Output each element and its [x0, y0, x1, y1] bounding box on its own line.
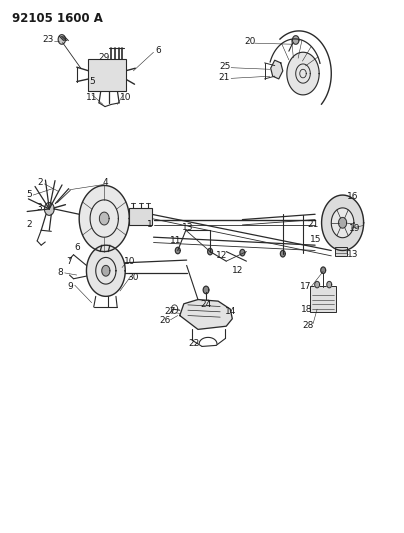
Text: 5: 5	[89, 77, 95, 85]
Text: 23: 23	[42, 35, 53, 44]
Text: 17: 17	[300, 282, 311, 291]
Text: 6: 6	[156, 46, 161, 55]
Text: 30: 30	[128, 273, 139, 281]
Text: 19: 19	[349, 224, 360, 232]
Polygon shape	[86, 245, 125, 296]
Text: 16: 16	[347, 192, 358, 200]
Bar	[335, 247, 347, 256]
Text: 22: 22	[188, 340, 200, 348]
Text: 26: 26	[159, 317, 170, 325]
Text: 25: 25	[220, 62, 231, 71]
Text: 21: 21	[307, 221, 319, 229]
Text: 12: 12	[232, 266, 243, 275]
Text: 2: 2	[26, 221, 32, 229]
Polygon shape	[180, 300, 232, 329]
Polygon shape	[292, 36, 299, 44]
Text: 14: 14	[225, 308, 237, 316]
Polygon shape	[321, 267, 326, 273]
Text: 27: 27	[165, 308, 176, 316]
Text: 2: 2	[38, 178, 43, 187]
Polygon shape	[44, 203, 54, 215]
Text: 4: 4	[103, 178, 109, 187]
Text: 3: 3	[36, 204, 42, 212]
FancyBboxPatch shape	[310, 286, 336, 312]
Text: 5: 5	[26, 190, 32, 198]
Polygon shape	[79, 185, 129, 252]
Text: 92105 1600 A: 92105 1600 A	[12, 12, 103, 25]
FancyBboxPatch shape	[88, 59, 126, 91]
Text: 10: 10	[120, 93, 132, 101]
Polygon shape	[287, 52, 319, 95]
Text: 20: 20	[244, 37, 255, 46]
Text: 11: 11	[86, 93, 98, 101]
Text: 15: 15	[310, 236, 322, 244]
Text: 6: 6	[75, 244, 80, 252]
Text: 1: 1	[147, 221, 152, 229]
Text: 28: 28	[302, 321, 314, 329]
Text: 11: 11	[170, 237, 181, 245]
Polygon shape	[271, 60, 283, 79]
Text: 9: 9	[68, 282, 74, 291]
Text: 8: 8	[57, 269, 63, 277]
Text: 29: 29	[99, 53, 110, 61]
Text: 13: 13	[347, 251, 358, 259]
Polygon shape	[322, 195, 364, 251]
Polygon shape	[331, 208, 354, 238]
Text: 21: 21	[219, 73, 230, 82]
Polygon shape	[58, 35, 65, 44]
Text: 18: 18	[301, 305, 312, 313]
Text: 10: 10	[124, 257, 135, 265]
Bar	[129, 208, 152, 225]
Text: 7: 7	[67, 257, 72, 265]
Polygon shape	[208, 248, 213, 255]
Text: 12: 12	[216, 252, 227, 260]
Polygon shape	[102, 265, 110, 276]
Text: 24: 24	[200, 301, 212, 309]
Polygon shape	[327, 281, 332, 288]
Polygon shape	[99, 212, 109, 225]
Polygon shape	[175, 247, 180, 254]
Polygon shape	[203, 286, 209, 294]
Text: 13: 13	[182, 223, 194, 232]
Polygon shape	[315, 281, 320, 288]
Polygon shape	[339, 217, 347, 228]
Polygon shape	[280, 251, 285, 257]
Polygon shape	[240, 249, 245, 256]
